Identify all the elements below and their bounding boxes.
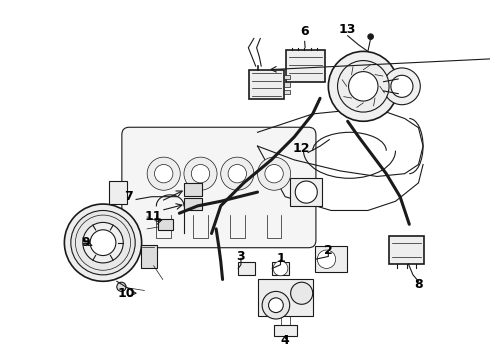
Text: 11: 11 [145, 210, 162, 224]
Text: 10: 10 [117, 287, 135, 300]
Circle shape [273, 261, 288, 276]
Circle shape [228, 165, 246, 183]
Text: 8: 8 [414, 278, 423, 291]
Bar [286, 50, 325, 82]
Circle shape [117, 282, 126, 291]
Text: 13: 13 [339, 23, 356, 36]
Bar [284, 82, 290, 87]
Circle shape [328, 51, 398, 121]
Text: 3: 3 [237, 250, 245, 263]
Circle shape [384, 68, 420, 105]
Circle shape [220, 157, 254, 190]
Circle shape [71, 211, 135, 275]
Bar [238, 261, 255, 275]
Bar [284, 90, 290, 94]
Circle shape [368, 34, 373, 39]
Circle shape [64, 204, 142, 281]
Circle shape [338, 60, 389, 112]
Bar [158, 219, 173, 230]
Text: 4: 4 [281, 334, 290, 347]
Bar [184, 198, 202, 211]
Bar [258, 279, 313, 316]
Circle shape [83, 222, 123, 263]
Circle shape [258, 157, 291, 190]
FancyBboxPatch shape [122, 127, 316, 248]
Text: 9: 9 [81, 236, 90, 249]
Bar [284, 75, 290, 80]
Text: 2: 2 [324, 243, 333, 257]
Circle shape [269, 298, 283, 312]
Text: 7: 7 [124, 190, 133, 203]
Bar [108, 181, 127, 204]
Circle shape [191, 165, 210, 183]
Bar [315, 246, 347, 272]
Circle shape [295, 181, 318, 203]
Circle shape [184, 157, 217, 190]
Bar [249, 70, 284, 99]
Bar [141, 245, 157, 268]
Text: 12: 12 [293, 142, 311, 156]
Text: 1: 1 [276, 252, 285, 265]
Circle shape [348, 72, 378, 101]
Circle shape [265, 165, 283, 183]
Circle shape [291, 282, 313, 304]
Circle shape [391, 75, 413, 97]
Text: 6: 6 [300, 24, 309, 38]
Bar [290, 178, 322, 206]
Bar [272, 261, 289, 275]
Circle shape [154, 165, 173, 183]
Circle shape [318, 250, 336, 269]
Circle shape [262, 291, 290, 319]
Bar [273, 324, 296, 336]
Bar [184, 183, 202, 196]
Circle shape [90, 230, 116, 256]
Circle shape [147, 157, 180, 190]
Bar [389, 236, 424, 264]
